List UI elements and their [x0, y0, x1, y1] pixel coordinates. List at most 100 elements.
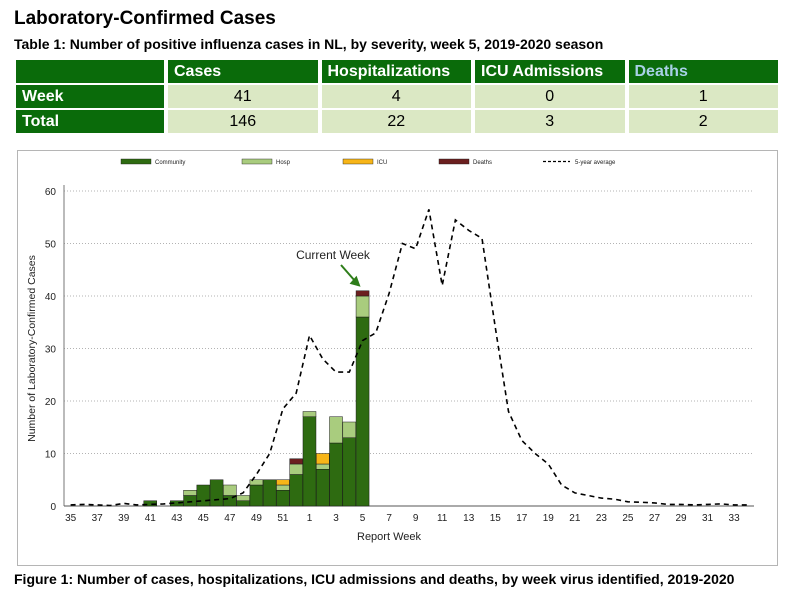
x-tick-label: 27: [649, 513, 661, 524]
bar-hosp: [183, 490, 197, 496]
annotation-arrow-head: [349, 275, 361, 287]
x-tick-label: 33: [729, 513, 741, 524]
x-tick-label: 41: [145, 513, 157, 524]
bar-community: [342, 437, 357, 507]
x-tick-label: 21: [569, 513, 581, 524]
bar-hosp: [289, 463, 303, 475]
y-tick-label: 10: [45, 450, 57, 461]
legend-swatch-community: [120, 158, 152, 165]
cases-table: Cases Hospitalizations ICU Admissions De…: [12, 58, 782, 135]
y-tick-label: 60: [45, 187, 57, 198]
bar-community: [329, 442, 343, 507]
bar-hosp: [236, 495, 250, 501]
table-caption: Table 1: Number of positive influenza ca…: [14, 36, 604, 52]
bar-community: [302, 416, 317, 507]
bar-community: [183, 495, 197, 507]
y-tick-label: 20: [45, 397, 57, 408]
total-icu-value: 3: [475, 110, 625, 133]
bar-hosp: [329, 416, 343, 444]
bar-community: [236, 500, 250, 507]
table-header-row: Cases Hospitalizations ICU Admissions De…: [16, 60, 778, 83]
x-tick-label: 47: [224, 513, 236, 524]
x-tick-label: 5: [360, 513, 366, 524]
legend-swatch-deaths: [438, 158, 470, 165]
y-tick-label: 50: [45, 240, 57, 251]
legend-label-deaths: Deaths: [473, 160, 492, 166]
week-cases-value: 41: [168, 85, 318, 108]
bar-deaths: [289, 458, 303, 465]
x-tick-label: 39: [118, 513, 130, 524]
bar-community: [249, 484, 264, 507]
bar-hosp: [223, 484, 237, 496]
y-tick-label: 40: [45, 292, 57, 303]
legend-swatch-icu: [342, 158, 374, 165]
x-tick-label: 1: [307, 513, 313, 524]
x-tick-label: 19: [543, 513, 555, 524]
header-icu-admissions: ICU Admissions: [475, 60, 625, 83]
table-row: Week 41 4 0 1: [16, 85, 778, 108]
header-hospitalizations: Hospitalizations: [321, 60, 471, 83]
legend-label-icu: ICU: [377, 160, 387, 166]
total-cases-value: 146: [168, 110, 318, 133]
row-label-total: Total: [16, 110, 164, 133]
x-tick-label: 45: [198, 513, 210, 524]
x-tick-label: 29: [675, 513, 687, 524]
legend-swatch-hosp: [241, 158, 273, 165]
header-deaths: Deaths: [628, 60, 778, 83]
x-tick-label: 51: [277, 513, 289, 524]
bar-hosp: [355, 295, 370, 318]
x-tick-label: 17: [516, 513, 528, 524]
week-hospitalizations-value: 4: [321, 85, 471, 108]
bar-hosp: [249, 479, 264, 486]
bar-community: [276, 490, 290, 507]
bar-community: [196, 484, 211, 507]
x-tick-label: 11: [437, 513, 448, 524]
x-tick-label: 31: [702, 513, 714, 524]
x-axis-title: Report Week: [357, 531, 421, 543]
header-cases: Cases: [168, 60, 318, 83]
figure-caption: Figure 1: Number of cases, hospitalizati…: [14, 571, 735, 587]
legend-label-community: Community: [155, 160, 185, 166]
bar-hosp: [342, 421, 357, 438]
table-corner-cell: [16, 60, 164, 83]
table-row: Total 146 22 3 2: [16, 110, 778, 133]
x-tick-label: 13: [463, 513, 475, 524]
bar-hosp: [302, 411, 317, 417]
chart-container: 0 10 20 30 40 50 60 35 37 39 41 43 45 47 49 51 1 3 5 7 9 11 13…: [17, 150, 778, 566]
page-title: Laboratory-Confirmed Cases: [14, 8, 276, 29]
five-year-average-line: [70, 209, 748, 507]
x-tick-label: 35: [65, 513, 77, 524]
bar-community: [143, 500, 158, 507]
bar-hosp: [315, 463, 330, 470]
legend-label-five-year-average: 5-year average: [575, 160, 616, 166]
x-tick-label: 25: [622, 513, 634, 524]
x-tick-label: 7: [386, 513, 392, 524]
week-icu-value: 0: [475, 85, 625, 108]
x-tick-label: 49: [251, 513, 263, 524]
total-deaths-value: 2: [628, 110, 778, 133]
bar-icu: [276, 479, 290, 486]
annotation-current-week: Current Week: [296, 248, 371, 262]
bar-community: [355, 316, 370, 507]
x-tick-label: 9: [413, 513, 419, 524]
x-tick-label: 43: [171, 513, 183, 524]
x-tick-label: 3: [333, 513, 339, 524]
bar-icu: [315, 453, 330, 465]
bar-community: [289, 474, 303, 507]
y-tick-label: 0: [50, 502, 56, 513]
legend-label-hosp: Hosp: [276, 160, 291, 166]
bar-community: [315, 469, 330, 507]
bar-hosp: [276, 484, 290, 491]
x-tick-label: 23: [596, 513, 608, 524]
row-label-week: Week: [16, 85, 164, 108]
week-deaths-value: 1: [628, 85, 778, 108]
bar-community: [262, 479, 277, 507]
x-tick-label: 37: [92, 513, 104, 524]
total-hospitalizations-value: 22: [321, 110, 471, 133]
x-tick-label: 15: [490, 513, 502, 524]
bar-deaths: [355, 290, 370, 297]
y-axis-title: Number of Laboratory-Confirmed Cases: [26, 255, 38, 442]
y-tick-label: 30: [45, 345, 57, 356]
bar-community: [209, 479, 224, 507]
